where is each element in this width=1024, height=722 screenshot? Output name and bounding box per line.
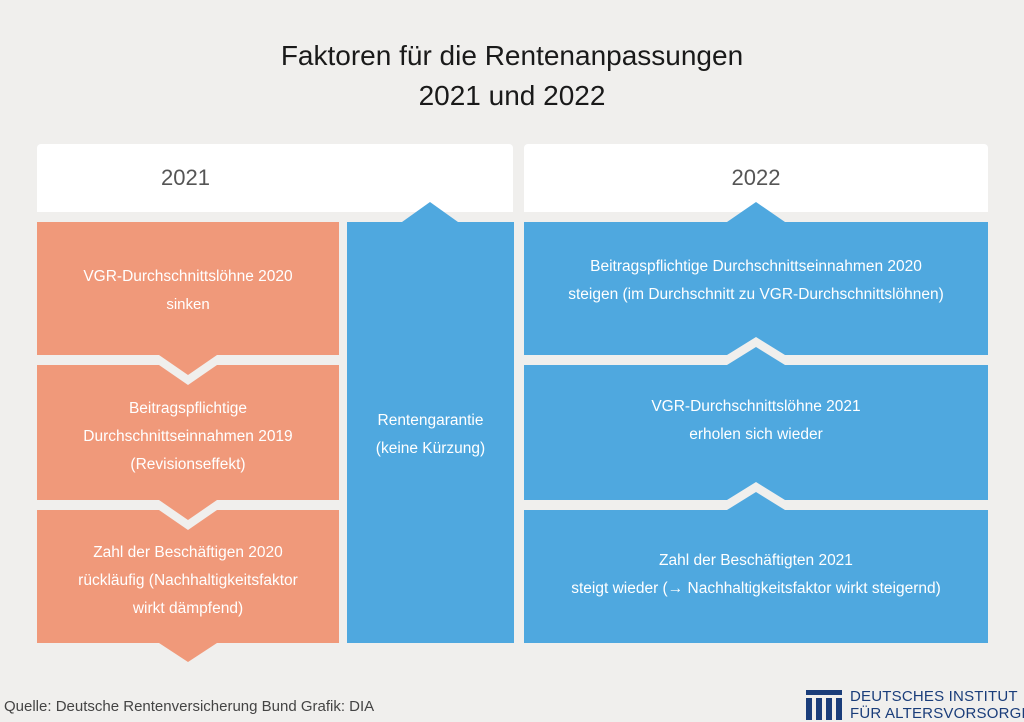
blue-middle-box bbox=[347, 202, 514, 643]
orange-box-2-line1: Beitragspflichtige bbox=[128, 400, 248, 417]
blue-middle-text: Rentengarantie (keine Kürzung) bbox=[347, 404, 514, 466]
orange-box-3-line2: rückläufig (Nachhaltigkeitsfaktor bbox=[78, 572, 298, 589]
orange-box-2-line3: (Revisionseffekt) bbox=[130, 456, 246, 473]
logo-line-1: DEUTSCHES INSTITUT bbox=[850, 688, 1018, 705]
blue-right-box-3 bbox=[524, 492, 988, 643]
blue-right-box-2-line1: VGR-Durchschnittslöhne 2021 bbox=[651, 398, 861, 415]
orange-box-2 bbox=[37, 365, 339, 520]
title-line-2: 2021 und 2022 bbox=[418, 80, 606, 111]
blue-middle-line2: (keine Kürzung) bbox=[375, 440, 486, 457]
dia-logo: DEUTSCHES INSTITUT FÜR ALTERSVORSORGE bbox=[806, 686, 1024, 722]
logo-line-2: FÜR ALTERSVORSORGE bbox=[850, 705, 1024, 722]
blue-right-box-1-text: Beitragspflichtige Durchschnittseinnahme… bbox=[524, 250, 988, 312]
orange-box-1-line2: sinken bbox=[166, 296, 210, 313]
header-2021: 2021 bbox=[37, 144, 513, 212]
header-2022: 2022 bbox=[524, 144, 988, 212]
orange-box-1-text: VGR-Durchschnittslöhne 2020 sinken bbox=[37, 260, 339, 322]
blue-right-box-2 bbox=[524, 347, 988, 500]
blue-right-box-2-line2: erholen sich wieder bbox=[689, 426, 823, 443]
header-2021-label: 2021 bbox=[161, 165, 210, 190]
blue-right-box-1 bbox=[524, 202, 988, 355]
orange-box-3 bbox=[37, 510, 339, 662]
blue-right-box-1-line2: steigen (im Durchschnitt zu VGR-Durchsch… bbox=[568, 286, 944, 303]
blue-right-box-1-line1: Beitragspflichtige Durchschnittseinnahme… bbox=[590, 258, 922, 275]
orange-box-3-line1: Zahl der Beschäftigen 2020 bbox=[93, 544, 283, 561]
blue-right-box-3-line1: Zahl der Beschäftigten 2021 bbox=[659, 552, 853, 569]
title-line-1: Faktoren für die Rentenanpassungen bbox=[280, 40, 744, 71]
orange-box-3-line3: wirkt dämpfend) bbox=[132, 600, 244, 617]
orange-box-1 bbox=[37, 222, 339, 375]
blue-right-box-3-line2: steigt wieder (→ Nachhaltigkeitsfaktor w… bbox=[571, 580, 941, 597]
orange-box-2-text: Beitragspflichtige Durchschnittseinnahme… bbox=[37, 392, 339, 482]
header-2022-label: 2022 bbox=[731, 165, 781, 190]
orange-box-1-line1: VGR-Durchschnittslöhne 2020 bbox=[83, 268, 293, 285]
blue-middle-line1: Rentengarantie bbox=[377, 412, 484, 429]
orange-box-2-line2: Durchschnittseinnahmen 2019 bbox=[83, 428, 293, 445]
blue-right-box-2-text: VGR-Durchschnittslöhne 2021 erholen sich… bbox=[524, 390, 988, 452]
page-title: Faktoren für die Rentenanpassungen 2021 … bbox=[0, 36, 1024, 116]
blue-right-box-3-text: Zahl der Beschäftigten 2021 steigt wiede… bbox=[524, 544, 988, 606]
dia-logo-icon bbox=[806, 690, 842, 720]
source-footer: Quelle: Deutsche Rentenversicherung Bund… bbox=[4, 698, 375, 715]
dia-logo-text: DEUTSCHES INSTITUT FÜR ALTERSVORSORGE bbox=[850, 688, 1024, 722]
orange-box-3-text: Zahl der Beschäftigen 2020 rückläufig (N… bbox=[37, 536, 339, 626]
